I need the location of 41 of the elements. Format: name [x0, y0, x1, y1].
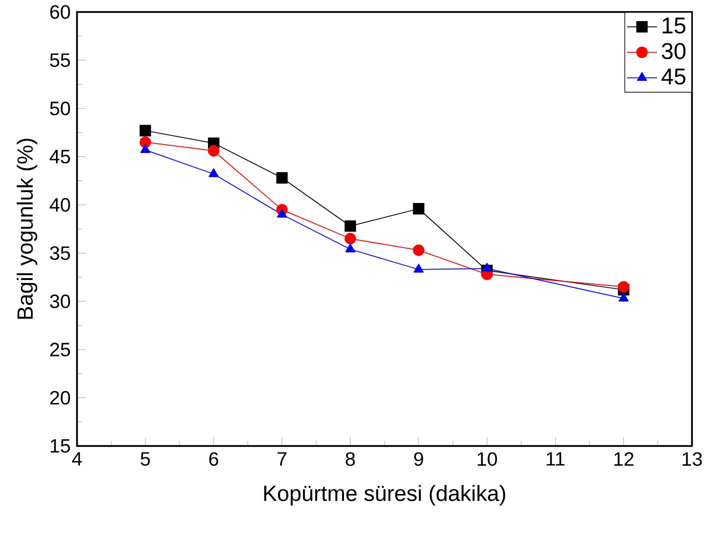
point: [345, 244, 356, 252]
point: [618, 281, 630, 293]
y-tick-label: 60: [50, 5, 70, 19]
point: [412, 203, 424, 214]
x-axis-title: Kopürtme süresi (dakika): [264, 484, 506, 506]
legend-label: 45: [661, 68, 686, 85]
x-tick-label: 10: [478, 452, 497, 466]
y-tick-label: 40: [50, 198, 70, 212]
legend-label: 15: [662, 18, 686, 34]
x-tick-label: 13: [682, 452, 702, 466]
x-tick-label: 12: [614, 452, 634, 466]
x-tick-label: 5: [140, 452, 150, 466]
y-tick-label: 45: [50, 150, 70, 164]
point: [482, 262, 492, 272]
y-tick-label: 50: [50, 102, 70, 116]
x-tick-label: 4: [72, 452, 82, 466]
y-tick-label: 55: [50, 53, 70, 67]
point: [208, 168, 219, 178]
y-tick-label: 30: [50, 294, 70, 308]
x-tick-label: 6: [209, 452, 218, 466]
point: [344, 232, 356, 244]
y-tick-label: 20: [50, 390, 70, 405]
point: [276, 208, 288, 218]
point: [140, 124, 152, 136]
x-tick-label: 11: [546, 452, 564, 466]
x-tick-label: 8: [346, 452, 355, 466]
point: [276, 172, 288, 184]
legend-label: 30: [662, 42, 686, 60]
y-tick-label: 25: [50, 342, 70, 356]
point: [140, 144, 150, 153]
point: [618, 292, 629, 302]
point: [208, 145, 220, 157]
point: [412, 244, 424, 256]
point: [344, 220, 356, 232]
x-tick-label: 7: [278, 452, 286, 466]
y-axis-title: Bagil yogunluk (%): [16, 138, 38, 319]
point: [414, 264, 424, 273]
x-tick-label: 9: [414, 452, 424, 466]
y-tick-label: 35: [50, 246, 70, 260]
y-tick-label: 15: [50, 439, 70, 453]
point: [140, 136, 152, 148]
